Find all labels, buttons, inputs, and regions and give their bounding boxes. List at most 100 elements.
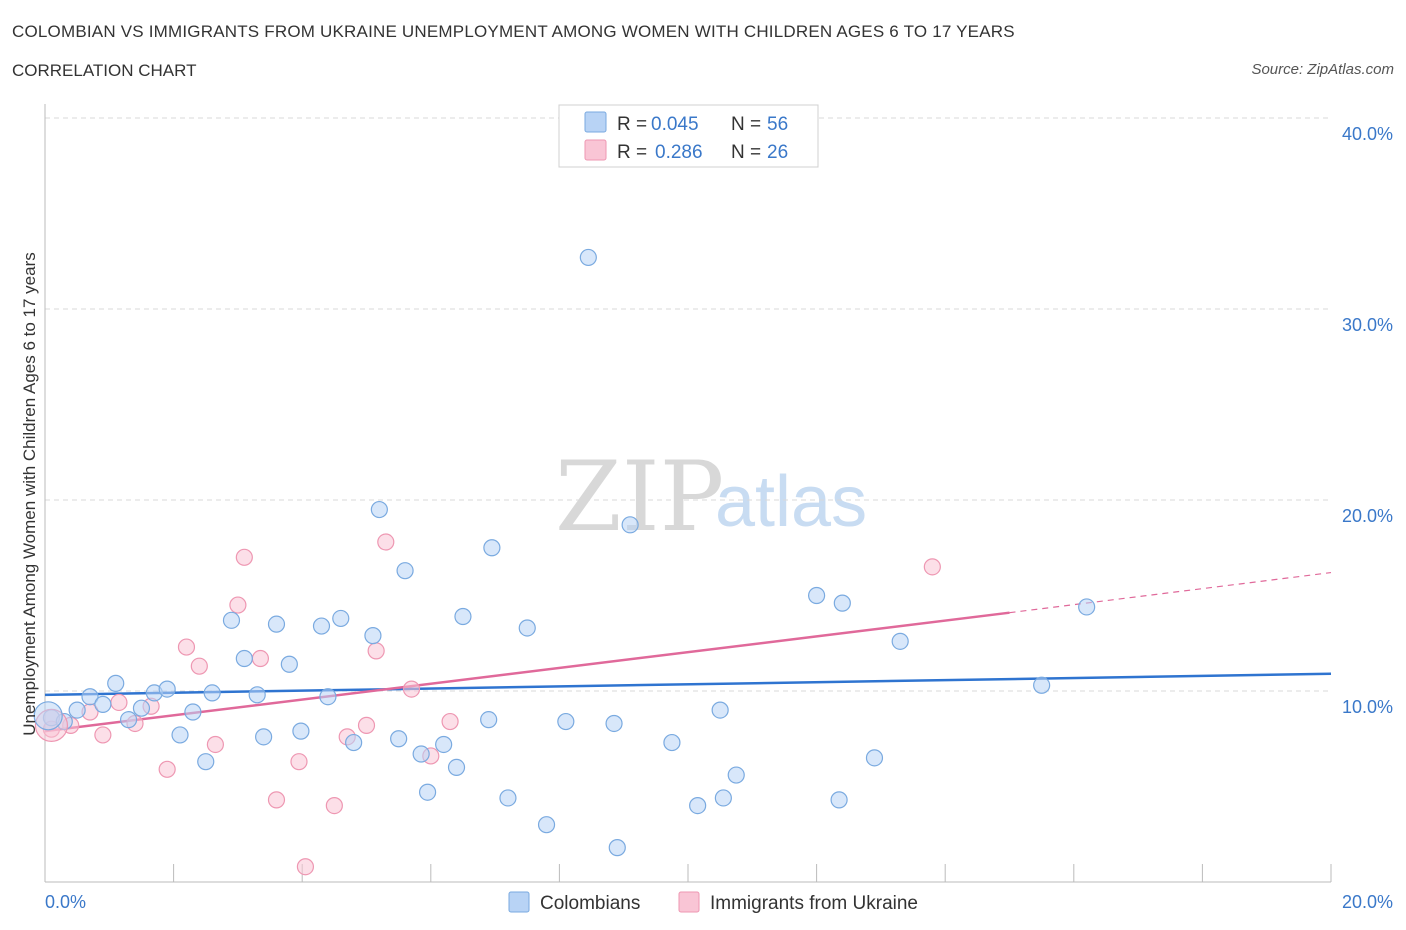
colombians-point-17 [255, 728, 273, 746]
axes [44, 104, 1332, 883]
colombians-point-19 [280, 655, 298, 673]
trend-lines [44, 571, 1332, 733]
colombians-point-54 [1033, 676, 1051, 694]
colombians-point-32 [447, 758, 466, 777]
colombians-point-18 [267, 615, 286, 633]
colombians-point-49 [807, 586, 826, 605]
ukraine-point-3 [94, 726, 112, 744]
ukraine-point-8 [177, 638, 196, 656]
colombians-point-22 [319, 688, 337, 706]
bottom-legend-swatch-ukraine [678, 891, 700, 913]
watermark-zip: ZIP [555, 441, 724, 553]
ukraine-point-19 [357, 716, 376, 734]
chart-title: COLOMBIAN VS IMMIGRANTS FROM UKRAINE UNE… [12, 22, 1015, 41]
colombians-point-3 [81, 688, 99, 706]
ukraine-point-17 [325, 796, 343, 815]
legend-r-value-1: 0.045 [651, 114, 699, 135]
colombians-cluster-point [33, 701, 63, 731]
colombians-point-25 [364, 627, 382, 645]
colombians-point-7 [132, 699, 151, 717]
colombians-point-45 [689, 796, 707, 815]
ukraine-point-16 [296, 858, 315, 876]
legend-n-value-1: 56 [767, 114, 788, 135]
y-tick-label-1: 20.0% [1342, 506, 1393, 526]
colombians-point-9 [158, 680, 176, 698]
colombians-point-34 [480, 711, 498, 729]
colombians-point-47 [714, 789, 732, 807]
colombians-point-21 [312, 617, 331, 635]
x-tick-label-1: 20.0% [1342, 892, 1393, 912]
colombians-point-38 [537, 816, 556, 834]
ukraine-point-14 [267, 791, 286, 809]
watermark-atlas: atlas [715, 462, 867, 542]
colombians-point-42 [608, 839, 626, 857]
legend-r-label-1: R = [617, 114, 647, 135]
colombians-point-4 [94, 695, 112, 713]
ukraine-point-13 [251, 649, 270, 668]
colombians-point-35 [483, 539, 501, 557]
ukraine-point-25 [923, 558, 941, 576]
legend-swatch-colombians [584, 111, 607, 133]
colombians-point-28 [396, 562, 414, 580]
colombians-point-55 [1078, 598, 1096, 616]
colombians-point-23 [332, 609, 350, 628]
colombians-point-26 [370, 500, 388, 519]
colombians-point-15 [235, 649, 253, 668]
ukraine-point-10 [206, 735, 224, 754]
colombians-point-48 [727, 766, 745, 784]
colombians-point-6 [119, 711, 138, 729]
colombians-point-52 [865, 749, 884, 767]
y-tick-label-3: 40.0% [1342, 124, 1393, 144]
colombians-point-5 [107, 674, 125, 692]
colombians-point-27 [390, 730, 408, 748]
ukraine-point-21 [377, 533, 395, 551]
y-tick-labels: 10.0% 20.0% 30.0% 40.0% [1342, 124, 1393, 717]
colombians-point-12 [197, 753, 215, 771]
x-tick-label-0: 0.0% [45, 892, 86, 912]
colombians-point-36 [499, 789, 517, 807]
colombians-point-20 [292, 722, 310, 740]
colombians-point-10 [171, 726, 189, 744]
y-axis-label: Unemployment Among Women with Children A… [20, 252, 39, 736]
colombians-point-44 [663, 733, 681, 752]
colombians-point-30 [418, 783, 437, 801]
legend-r-value-2: 0.286 [655, 142, 703, 163]
legend-n-label-1: N = [731, 114, 761, 135]
data-points [33, 248, 1096, 876]
colombians-point-46 [711, 701, 729, 719]
colombians-point-31 [435, 735, 453, 754]
chart-subtitle: CORRELATION CHART [12, 61, 197, 80]
ukraine-point-9 [190, 657, 208, 675]
ukraine-point-12 [229, 596, 247, 614]
colombians-point-11 [184, 703, 202, 721]
bottom-legend-label-colombians: Colombians [540, 893, 640, 914]
ukraine-point-15 [290, 753, 308, 771]
colombians-point-29 [412, 745, 430, 763]
colombians-point-41 [605, 714, 623, 733]
colombians-trend-line [44, 672, 1332, 697]
colombians-point-14 [222, 611, 241, 629]
ukraine-point-22 [402, 680, 421, 698]
source-credit: Source: ZipAtlas.com [1251, 61, 1394, 78]
legend-n-label-2: N = [731, 142, 761, 163]
bottom-legend-swatch-colombians [508, 891, 530, 913]
x-tick-labels: 0.0% 20.0% [45, 892, 1393, 912]
legend-n-value-2: 26 [767, 142, 788, 163]
colombians-point-37 [518, 619, 536, 637]
colombians-point-2 [68, 701, 86, 719]
legend-r-label-2: R = [617, 142, 647, 163]
colombians-point-40 [579, 248, 597, 267]
ukraine-point-20 [367, 642, 385, 660]
ukraine-point-24 [441, 712, 459, 731]
correlation-legend: R = 0.045 N = 56 R = 0.286 N = 26 [558, 104, 819, 168]
colombians-point-24 [345, 733, 363, 752]
colombians-point-16 [248, 686, 266, 704]
colombians-point-50 [830, 791, 848, 809]
bottom-legend-label-ukraine: Immigrants from Ukraine [710, 893, 918, 914]
ukraine-point-7 [158, 760, 176, 778]
ukraine-point-11 [235, 548, 253, 566]
colombians-point-53 [891, 632, 909, 650]
colombians-point-13 [203, 684, 221, 702]
y-tick-label-2: 30.0% [1342, 315, 1393, 335]
